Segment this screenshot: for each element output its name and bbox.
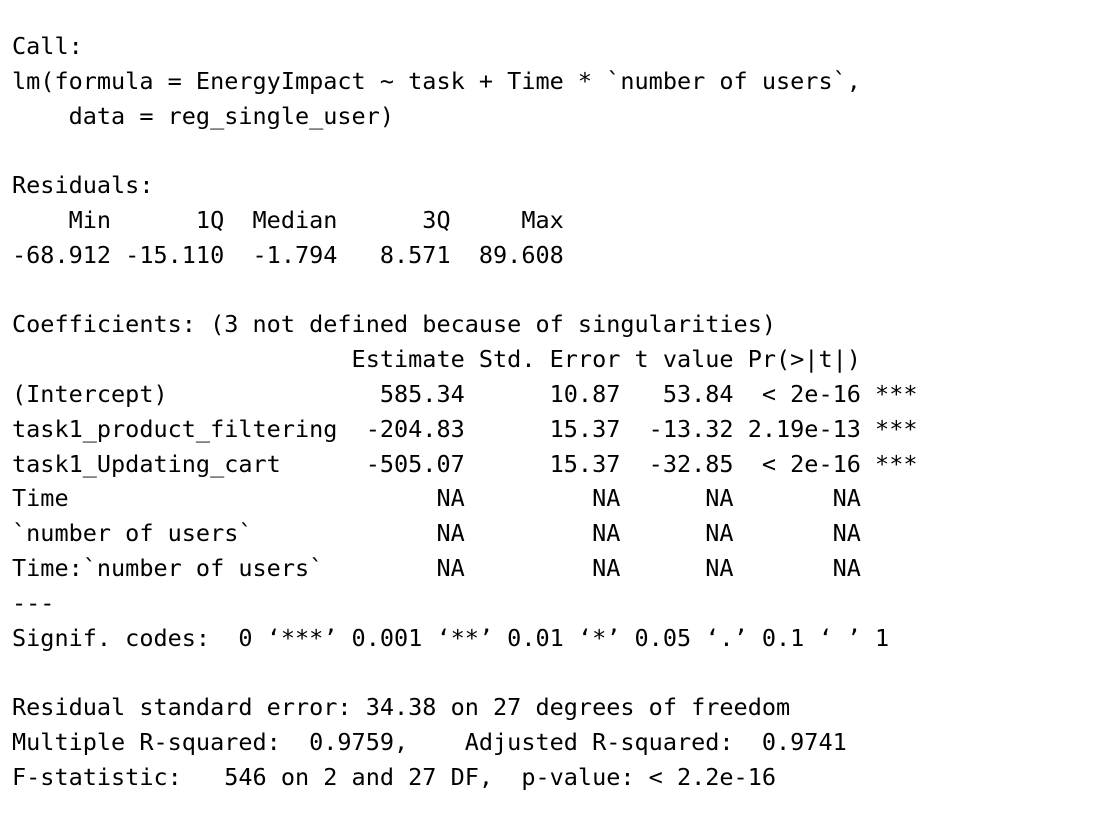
residuals-values: -68.912 -15.110 -1.794 8.571 89.608 <box>12 240 578 269</box>
r-console-output: Call: lm(formula = EnergyImpact ~ task +… <box>12 29 1108 795</box>
residuals-header: Residuals: <box>12 171 154 200</box>
coefficient-row-time: Time NA NA NA NA <box>12 484 918 513</box>
r-squared-line: Multiple R-squared: 0.9759, Adjusted R-s… <box>12 727 861 756</box>
coefficients-header: Coefficients: (3 not defined because of … <box>12 310 777 339</box>
coefficient-row-intercept: (Intercept) 585.34 10.87 53.84 < 2e-16 *… <box>12 379 918 408</box>
coefficient-row-product-filtering: task1_product_filtering -204.83 15.37 -1… <box>12 414 918 443</box>
f-statistic-line: F-statistic: 546 on 2 and 27 DF, p-value… <box>12 762 777 791</box>
coefficient-row-updating-cart: task1_Updating_cart -505.07 15.37 -32.85… <box>12 449 918 478</box>
call-formula-line: lm(formula = EnergyImpact ~ task + Time … <box>12 66 861 95</box>
blank-line <box>12 655 1108 690</box>
call-data-line: data = reg_single_user) <box>12 101 395 130</box>
coefficients-column-headers: Estimate Std. Error t value Pr(>|t|) <box>12 345 918 374</box>
coefficient-row-interaction: Time:`number of users` NA NA NA NA <box>12 553 918 582</box>
residual-standard-error-line: Residual standard error: 34.38 on 27 deg… <box>12 693 791 722</box>
blank-line <box>12 273 1108 308</box>
residuals-labels: Min 1Q Median 3Q Max <box>12 205 578 234</box>
separator-line: --- <box>12 588 55 617</box>
coefficient-row-number-of-users: `number of users` NA NA NA NA <box>12 519 918 548</box>
call-header: Call: <box>12 32 83 60</box>
signif-codes-line: Signif. codes: 0 ‘***’ 0.001 ‘**’ 0.01 ‘… <box>12 623 890 652</box>
blank-line <box>12 133 1108 168</box>
